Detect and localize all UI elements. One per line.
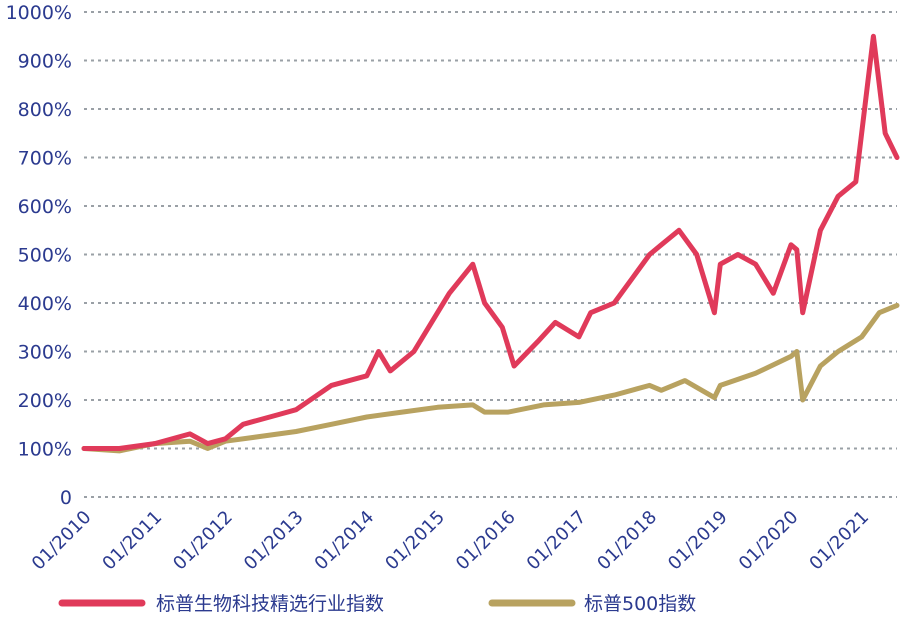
x-tick-label: 01/2016 xyxy=(452,507,520,575)
y-tick-label: 300% xyxy=(18,342,72,364)
legend: 标普生物科技精选行业指数 标普500指数 xyxy=(58,593,696,615)
y-tick-label: 500% xyxy=(18,245,72,267)
y-tick-label: 700% xyxy=(18,148,72,170)
y-tick-label: 800% xyxy=(18,99,72,121)
y-tick-label: 900% xyxy=(18,51,72,73)
y-axis-ticks: 0 100% 200% 300% 400% 500% 600% 700% 800% 900% 100… xyxy=(6,2,72,509)
x-tick-label: 01/2011 xyxy=(99,507,167,575)
legend-label-biotech: 标普生物科技精选行业指数 xyxy=(156,593,384,615)
x-axis-ticks: 01/2010 01/2011 01/2012 01/2013 01/2014 01/20… xyxy=(28,507,873,575)
x-tick-label: 01/2017 xyxy=(523,507,591,575)
series-line-biotech xyxy=(81,33,900,451)
grid-lines xyxy=(84,11,897,498)
y-tick-label: 0 xyxy=(60,487,72,509)
series-lines xyxy=(81,33,900,454)
series-line-sp500 xyxy=(81,302,900,454)
y-tick-label: 600% xyxy=(18,196,72,218)
x-tick-label: 01/2021 xyxy=(805,507,873,575)
x-tick-label: 01/2013 xyxy=(240,507,308,575)
y-tick-label: 1000% xyxy=(6,2,72,24)
x-tick-label: 01/2019 xyxy=(664,507,732,575)
x-tick-label: 01/2012 xyxy=(169,507,237,575)
y-tick-label: 200% xyxy=(18,390,72,412)
y-tick-label: 400% xyxy=(18,293,72,315)
x-tick-label: 01/2018 xyxy=(593,507,661,575)
legend-label-sp500: 标普500指数 xyxy=(584,593,696,615)
y-tick-label: 100% xyxy=(18,439,72,461)
x-tick-label: 01/2015 xyxy=(381,507,449,575)
x-tick-label: 01/2020 xyxy=(735,507,803,575)
x-tick-label: 01/2010 xyxy=(28,507,96,575)
x-tick-label: 01/2014 xyxy=(311,507,379,575)
